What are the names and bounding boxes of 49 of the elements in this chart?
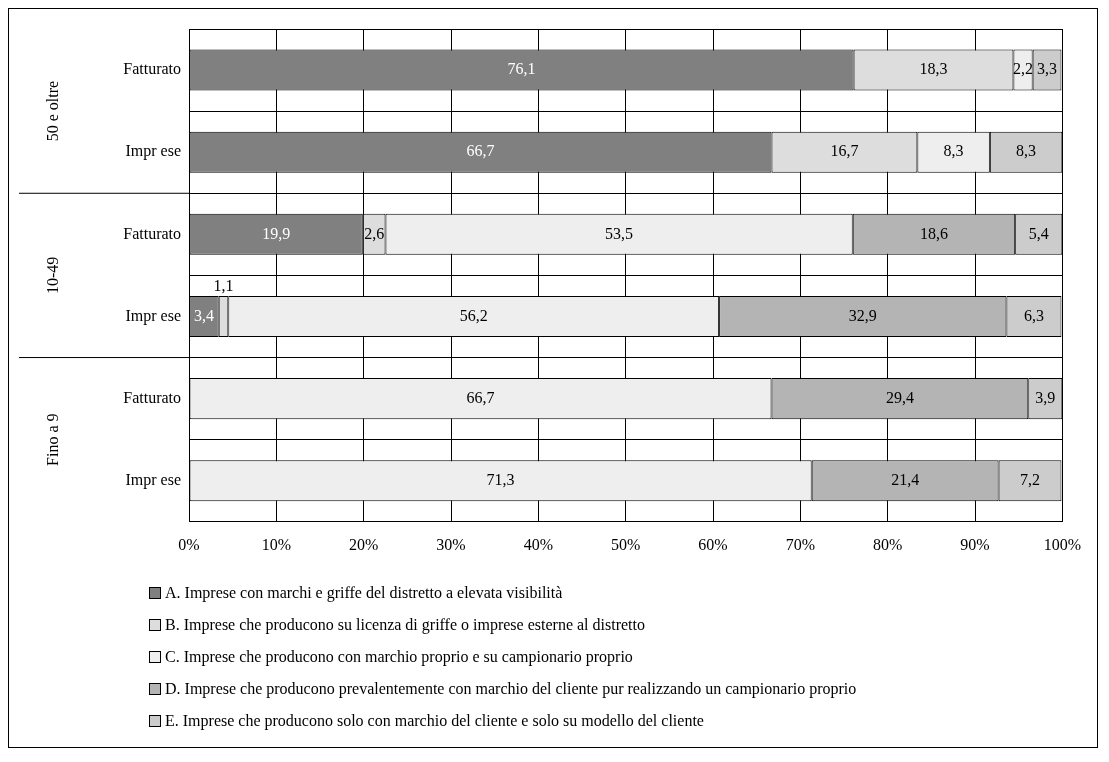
x-tick-label: 0% <box>178 535 200 553</box>
data-label: 19,9 <box>262 224 291 242</box>
data-label: 6,3 <box>1023 306 1044 324</box>
legend-label: D. Imprese che producono prevalentemente con marchio del cliente pur realizzando un campionario proprio <box>165 680 857 698</box>
data-label: 66,7 <box>466 388 495 406</box>
data-label: 5,4 <box>1028 224 1049 242</box>
x-tick-label: 40% <box>523 535 553 553</box>
data-label: 29,4 <box>885 388 914 406</box>
data-label: 21,4 <box>891 470 920 488</box>
x-tick-label: 100% <box>1043 535 1081 553</box>
data-label: 16,7 <box>830 142 859 160</box>
data-label: 1,1 <box>213 277 234 295</box>
text: 10-49 <box>44 256 62 295</box>
y-tick-label: Fatturato <box>123 60 181 78</box>
data-label: 8,3 <box>1016 142 1037 160</box>
data-label: 53,5 <box>605 224 634 242</box>
x-tick-label: 20% <box>349 535 379 553</box>
x-tick-label: 90% <box>960 535 990 553</box>
data-label: 76,1 <box>507 60 536 78</box>
data-label: 3,4 <box>194 306 215 324</box>
data-label: 7,2 <box>1020 470 1041 488</box>
y-tick-label: Fatturato <box>123 388 181 406</box>
data-label: 8,3 <box>943 142 964 160</box>
data-label: 18,3 <box>919 60 948 78</box>
data-label: 3,9 <box>1035 388 1056 406</box>
legend-label: A. Imprese con marchi e griffe del distretto a elevata visibilità <box>165 584 563 602</box>
legend-label: C. Imprese che producono con marchio proprio e su campionario proprio <box>165 648 633 666</box>
data-label: 18,6 <box>919 224 948 242</box>
text: 50 e oltre <box>44 80 62 142</box>
data-label: 32,9 <box>848 306 877 324</box>
y-tick-label: Impr ese <box>125 306 181 325</box>
x-tick-label: 50% <box>611 535 641 553</box>
text: Fino a 9 <box>44 413 62 466</box>
y-tick-label: Impr ese <box>125 142 181 161</box>
legend-label: B. Imprese che producono su licenza di griffe o imprese esterne al distretto <box>165 616 645 634</box>
data-label: 56,2 <box>459 306 488 324</box>
data-label: 2,2 <box>1013 60 1034 78</box>
data-label: 71,3 <box>486 470 515 488</box>
x-tick-label: 30% <box>436 535 466 553</box>
legend-label: E. Imprese che producono solo con marchio del cliente e solo su modello del cliente <box>165 712 704 730</box>
y-tick-label: Impr ese <box>125 470 181 489</box>
y-tick-label: Fatturato <box>123 224 181 242</box>
x-tick-label: 70% <box>785 535 815 553</box>
data-label: 66,7 <box>466 142 495 160</box>
data-label: 3,3 <box>1037 60 1058 78</box>
x-tick-label: 60% <box>698 535 728 553</box>
data-label: 2,6 <box>364 224 385 242</box>
x-tick-label: 10% <box>261 535 291 553</box>
x-tick-label: 80% <box>873 535 903 553</box>
